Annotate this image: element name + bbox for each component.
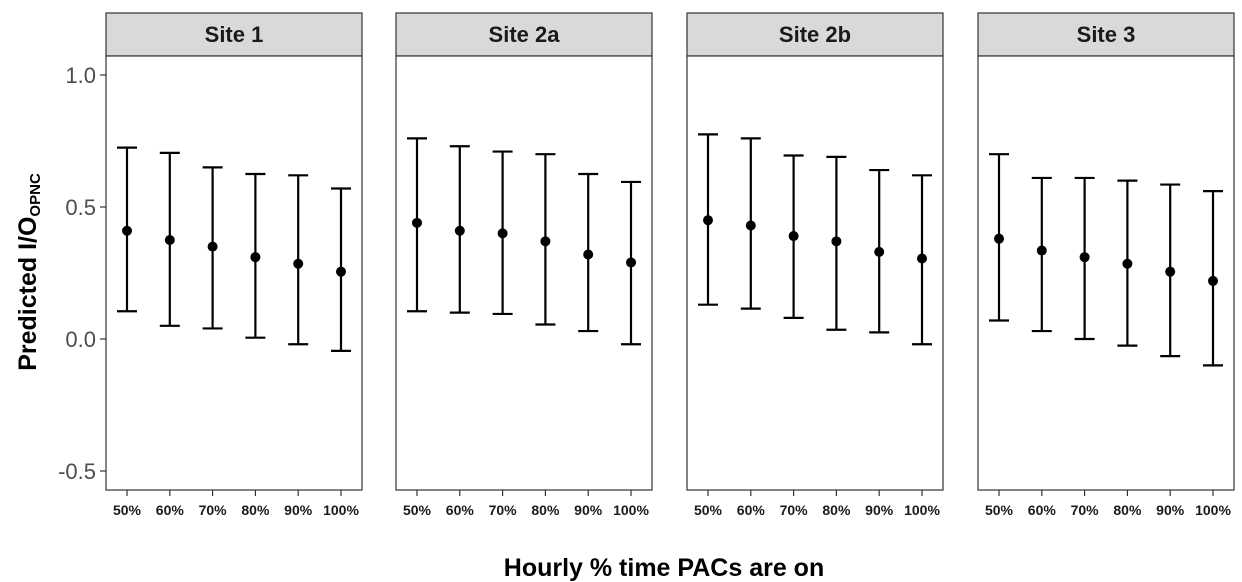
data-point bbox=[874, 246, 885, 257]
x-tick-label: 70% bbox=[780, 502, 809, 518]
data-point bbox=[497, 228, 508, 239]
data-point bbox=[788, 231, 799, 242]
x-tick-label: 60% bbox=[1028, 502, 1057, 518]
y-axis-title: Predicted I/OOPNC bbox=[14, 173, 44, 371]
x-tick-label: 80% bbox=[241, 502, 270, 518]
x-tick-label: 60% bbox=[156, 502, 185, 518]
x-tick-label: 60% bbox=[446, 502, 475, 518]
x-tick-label: 80% bbox=[531, 502, 560, 518]
x-tick-label: 100% bbox=[323, 502, 359, 518]
facet-strip bbox=[977, 12, 1235, 57]
data-point bbox=[454, 225, 465, 236]
x-tick-label: 50% bbox=[113, 502, 142, 518]
data-point bbox=[250, 252, 261, 263]
data-point bbox=[994, 233, 1004, 244]
x-tick-label: 100% bbox=[1195, 502, 1231, 518]
x-tick-label: 90% bbox=[1156, 502, 1185, 518]
data-point bbox=[1079, 252, 1090, 263]
data-point bbox=[1165, 266, 1176, 277]
facet-strip-label: Site 2a bbox=[489, 22, 561, 47]
facet-strip-label: Site 2b bbox=[779, 22, 851, 47]
data-point bbox=[1208, 275, 1218, 286]
x-tick-label: 50% bbox=[403, 502, 432, 518]
x-tick-label: 80% bbox=[1113, 502, 1142, 518]
facet-strip-label: Site 3 bbox=[1077, 22, 1136, 47]
x-tick-label: 80% bbox=[822, 502, 851, 518]
data-point bbox=[583, 249, 594, 260]
panel-border bbox=[977, 55, 1235, 491]
x-tick-label: 90% bbox=[284, 502, 313, 518]
panel-border bbox=[395, 55, 653, 491]
x-tick-label: 50% bbox=[694, 502, 723, 518]
facet-panel: Site 2a 50% 60% 70% 80% 90% 100% bbox=[395, 12, 653, 518]
x-tick-label: 90% bbox=[574, 502, 603, 518]
x-tick-label: 70% bbox=[199, 502, 228, 518]
data-point bbox=[703, 215, 713, 226]
x-tick-label: 50% bbox=[985, 502, 1014, 518]
facet-strip bbox=[105, 12, 363, 57]
data-point bbox=[1122, 258, 1133, 269]
data-point bbox=[745, 220, 756, 231]
data-point bbox=[336, 266, 346, 277]
y-tick-label: 1.0 bbox=[65, 63, 96, 88]
data-point bbox=[540, 236, 551, 247]
data-point bbox=[207, 241, 218, 252]
data-point bbox=[831, 236, 842, 247]
facet-panel: Site 3 50% 60% 70% 80% 90% 100% bbox=[977, 12, 1235, 518]
x-axis-title: Hourly % time PACs are on bbox=[504, 554, 824, 582]
y-axis-title-subscript: OPNC bbox=[27, 173, 44, 217]
y-tick-label: -0.5 bbox=[58, 459, 96, 484]
x-tick-label: 100% bbox=[613, 502, 649, 518]
data-point bbox=[1036, 245, 1047, 256]
y-axis-title-main: Predicted I/O bbox=[14, 217, 42, 371]
data-point bbox=[164, 235, 175, 245]
panel-border bbox=[105, 55, 363, 491]
facet-panel: Site 2b 50% 60% 70% 80% 90% 100% bbox=[686, 12, 944, 518]
data-point bbox=[293, 258, 304, 269]
x-tick-label: 90% bbox=[865, 502, 894, 518]
x-tick-label: 100% bbox=[904, 502, 940, 518]
x-tick-label: 70% bbox=[1071, 502, 1100, 518]
data-point bbox=[412, 217, 422, 228]
y-tick-label: 0.0 bbox=[65, 327, 96, 352]
panel-border bbox=[686, 55, 944, 491]
x-tick-label: 60% bbox=[737, 502, 766, 518]
facet-panel: Site 1 50% 60% 70% 80% 90% 100% bbox=[105, 12, 363, 518]
facet-strip-label: Site 1 bbox=[205, 22, 264, 47]
x-tick-label: 70% bbox=[489, 502, 518, 518]
y-tick-label: 0.5 bbox=[65, 195, 96, 220]
data-point bbox=[122, 225, 132, 236]
data-point bbox=[917, 253, 927, 264]
data-point bbox=[626, 257, 636, 268]
